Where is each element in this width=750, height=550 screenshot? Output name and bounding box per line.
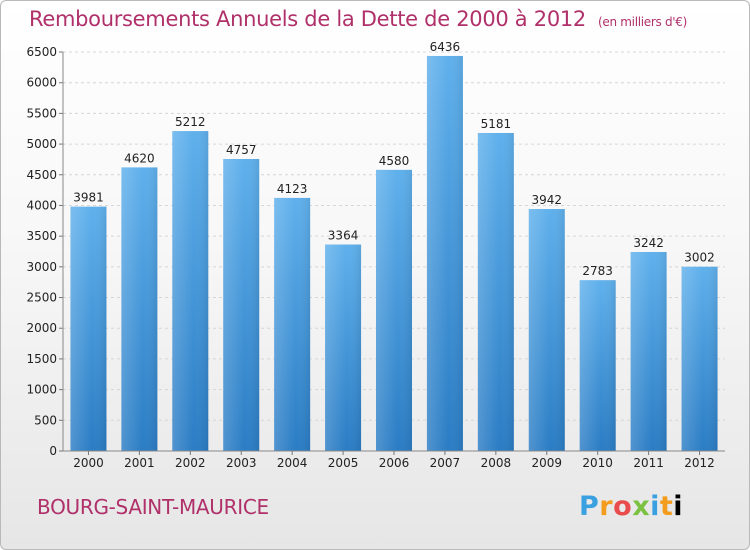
city-name: BOURG-SAINT-MAURICE (37, 495, 269, 519)
bar-shine (477, 132, 514, 451)
y-tick-label: 5500 (26, 106, 57, 120)
value-label: 3242 (633, 236, 664, 250)
logo-letter: P (579, 491, 600, 522)
x-tick-label: 2003 (226, 456, 257, 470)
y-tick-label: 6500 (26, 45, 57, 59)
x-tick-label: 2008 (481, 456, 512, 470)
x-tick-label: 2009 (531, 456, 562, 470)
value-label: 4757 (226, 143, 257, 157)
y-tick-label: 2000 (26, 321, 57, 335)
value-label: 3942 (531, 193, 562, 207)
y-tick-label: 1000 (26, 383, 57, 397)
y-tick-label: 6000 (26, 76, 57, 90)
value-label: 3002 (684, 251, 715, 265)
bar-shine (121, 167, 158, 451)
logo-letter: i (673, 491, 684, 522)
logo-letter: i (650, 491, 660, 522)
value-label: 2783 (582, 264, 613, 278)
proxiti-logo: Proxiti (579, 491, 683, 522)
y-tick-label: 2500 (26, 291, 57, 305)
x-tick-label: 2004 (277, 456, 308, 470)
value-label: 4123 (277, 182, 308, 196)
y-tick-label: 3500 (26, 229, 57, 243)
bar-shine (376, 169, 412, 451)
bar-shine (223, 158, 260, 451)
x-tick-label: 2012 (684, 456, 715, 470)
value-label: 4620 (124, 151, 155, 165)
bar-shine (274, 197, 311, 451)
logo-letter: o (613, 491, 633, 522)
chart-title-text: Remboursements Annuels de la Dette de 20… (29, 7, 586, 31)
y-tick-label: 1500 (26, 352, 57, 366)
x-tick-label: 2010 (582, 456, 613, 470)
y-axis: 0 500 1000 1500 2000 2500 3000 3500 4000 4500 5000… (26, 45, 64, 458)
logo-letter: t (659, 491, 674, 522)
chart-subtitle: (en milliers d'€) (598, 15, 688, 29)
value-label: 5212 (175, 115, 206, 129)
value-label: 6436 (430, 40, 461, 54)
bar-shine (681, 266, 718, 451)
value-labels: 3981 4620 5212 4757 4123 3364 4580 6436 5181 3942… (73, 40, 715, 278)
x-axis: 2000 2001 2002 2003 2004 2005 2006 2007 2008 2009… (63, 450, 725, 470)
x-tick-label: 2001 (124, 456, 155, 470)
logo-letter: x (632, 491, 651, 522)
value-label: 5181 (481, 117, 512, 131)
bar-shine (528, 209, 565, 451)
x-tick-label: 2000 (73, 456, 104, 470)
x-tick-label: 2002 (175, 456, 206, 470)
chart-title: Remboursements Annuels de la Dette de 20… (29, 7, 687, 31)
y-tick-label: 4500 (26, 168, 57, 182)
x-tick-label: 2007 (430, 456, 461, 470)
x-tick-label: 2011 (633, 456, 664, 470)
y-tick-label: 4000 (26, 198, 57, 212)
y-tick-label: 5000 (26, 137, 57, 151)
y-tick-label: 0 (49, 444, 57, 458)
x-tick-label: 2005 (328, 456, 359, 470)
bar-shine (172, 131, 209, 451)
x-tick-label: 2006 (379, 456, 410, 470)
bars (70, 55, 718, 451)
y-tick-label: 3000 (26, 260, 57, 274)
bar-shine (426, 55, 463, 451)
bar-shine (630, 251, 667, 451)
value-label: 3981 (73, 191, 104, 205)
y-tick-label: 500 (34, 413, 57, 427)
value-label: 3364 (328, 229, 359, 243)
logo-letter: r (599, 491, 614, 522)
bar-shine (325, 244, 362, 451)
bar-shine (70, 206, 107, 451)
bar-shine (579, 280, 616, 451)
value-label: 4580 (379, 154, 410, 168)
